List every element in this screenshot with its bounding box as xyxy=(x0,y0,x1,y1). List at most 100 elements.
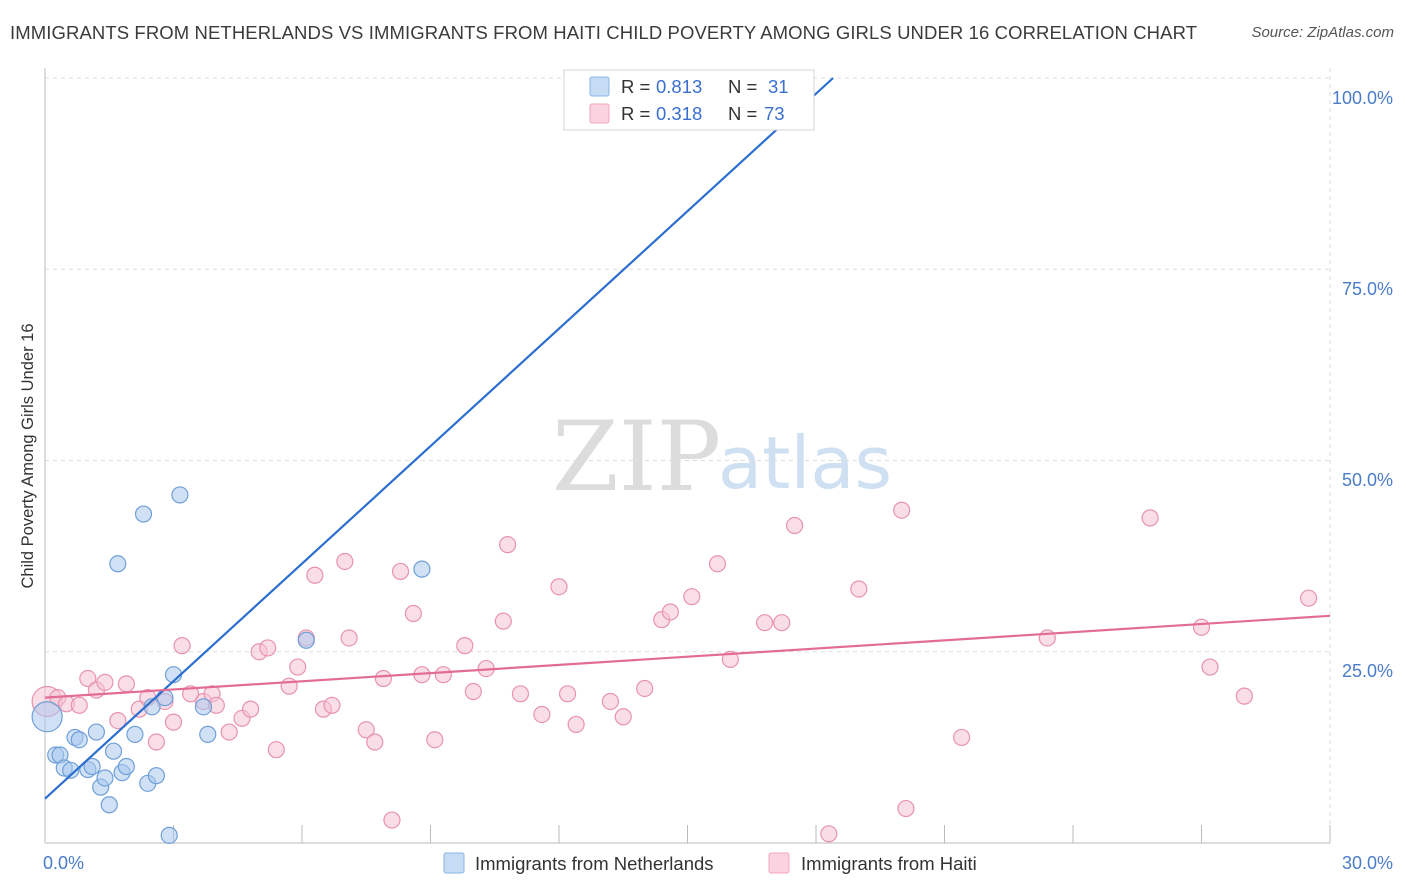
haiti-point xyxy=(683,588,701,606)
netherlands-point xyxy=(160,826,178,844)
bottom-legend-swatch-netherlands xyxy=(443,852,465,874)
haiti-point xyxy=(109,711,127,730)
y-tick-label-50: 50.0% xyxy=(1342,470,1393,490)
legend-n-value: 31 xyxy=(768,76,789,97)
series-haiti xyxy=(31,501,1318,843)
haiti-point xyxy=(96,673,114,691)
haiti-point xyxy=(636,679,654,698)
legend-n-value: 73 xyxy=(764,103,785,124)
haiti-point xyxy=(404,604,422,623)
netherlands-point xyxy=(134,505,153,523)
legend-r-label: R = xyxy=(621,103,650,124)
haiti-point xyxy=(164,713,183,731)
chart-title: IMMIGRANTS FROM NETHERLANDS VS IMMIGRANT… xyxy=(10,22,1198,43)
x-ticks xyxy=(44,825,1331,843)
correlation-legend: R = 0.813 N = 31 R = 0.318 N = 73 xyxy=(563,69,815,131)
haiti-point xyxy=(1141,509,1159,527)
bottom-legend-swatch-haiti xyxy=(768,852,790,874)
haiti-point xyxy=(357,721,375,739)
haiti-point xyxy=(259,639,277,657)
netherlands-point xyxy=(413,560,431,578)
legend-r-label: R = xyxy=(621,76,650,97)
haiti-point xyxy=(79,669,97,688)
netherlands-point xyxy=(171,486,189,504)
haiti-point xyxy=(897,799,915,818)
haiti-point xyxy=(280,677,298,695)
y-tick-label-100: 100.0% xyxy=(1332,88,1393,108)
netherlands-point xyxy=(194,698,213,716)
haiti-point xyxy=(323,696,341,714)
netherlands-point xyxy=(117,757,135,776)
haiti-point xyxy=(1235,687,1253,705)
haiti-point xyxy=(336,552,354,571)
haiti-point xyxy=(708,555,727,573)
netherlands-point xyxy=(100,796,118,814)
watermark-atlas: atlas xyxy=(718,421,892,505)
bottom-legend-label-netherlands[interactable]: Immigrants from Netherlands xyxy=(475,853,714,874)
source-label[interactable]: Source: ZipAtlas.com xyxy=(1251,24,1394,41)
netherlands-point xyxy=(31,701,63,733)
netherlands-point xyxy=(104,742,123,760)
netherlands-point xyxy=(70,731,88,749)
haiti-point xyxy=(550,578,568,596)
trend-line-netherlands xyxy=(44,77,834,800)
haiti-point xyxy=(533,705,551,724)
haiti-point xyxy=(567,715,585,734)
legend-n-label: N = xyxy=(728,103,757,124)
haiti-point xyxy=(456,637,474,655)
y-tick-label-25: 25.0% xyxy=(1342,661,1393,681)
haiti-point xyxy=(340,629,358,647)
haiti-point xyxy=(893,501,911,519)
haiti-point xyxy=(464,682,482,701)
legend-n-label: N = xyxy=(728,76,757,97)
netherlands-point xyxy=(96,769,114,787)
netherlands-point xyxy=(87,723,106,741)
haiti-point xyxy=(601,692,620,711)
netherlands-point xyxy=(199,725,217,743)
haiti-point xyxy=(820,825,838,843)
haiti-point xyxy=(1192,618,1211,636)
netherlands-point xyxy=(62,761,80,779)
series-legend: Immigrants from Netherlands Immigrants f… xyxy=(443,852,977,874)
y-tick-label-75: 75.0% xyxy=(1342,279,1393,299)
netherlands-point xyxy=(83,757,101,776)
haiti-point xyxy=(1201,658,1219,676)
haiti-point xyxy=(117,675,135,693)
trend-lines xyxy=(44,77,1331,800)
haiti-point xyxy=(661,603,679,621)
haiti-point xyxy=(306,566,324,584)
haiti-point xyxy=(289,658,307,676)
haiti-point xyxy=(242,700,260,718)
haiti-point xyxy=(953,728,971,747)
watermark-zip: ZIP xyxy=(552,401,721,513)
haiti-point xyxy=(494,612,512,630)
haiti-point xyxy=(374,669,392,688)
x-tick-label-min: 0.0% xyxy=(43,853,84,873)
legend-swatch-haiti xyxy=(589,103,610,124)
haiti-point xyxy=(391,562,410,581)
netherlands-point xyxy=(297,631,315,649)
trend-line-haiti xyxy=(44,614,1331,699)
legend-swatch-netherlands xyxy=(589,76,610,97)
netherlands-point xyxy=(147,767,165,785)
bottom-legend-label-haiti[interactable]: Immigrants from Haiti xyxy=(801,853,977,874)
haiti-point xyxy=(434,666,452,684)
haiti-point xyxy=(785,516,804,535)
legend-r-value: 0.318 xyxy=(656,103,702,124)
haiti-point xyxy=(721,650,739,669)
haiti-point xyxy=(173,637,191,655)
haiti-point xyxy=(773,614,791,632)
haiti-point xyxy=(850,580,868,598)
haiti-point xyxy=(366,733,384,751)
haiti-point xyxy=(267,741,285,759)
netherlands-point xyxy=(126,725,144,743)
haiti-point xyxy=(1299,589,1318,607)
haiti-point xyxy=(499,536,517,554)
haiti-point xyxy=(220,723,238,741)
haiti-point xyxy=(383,811,401,829)
haiti-point xyxy=(182,685,200,703)
x-tick-label-max: 30.0% xyxy=(1342,853,1393,873)
y-axis-title: Child Poverty Among Girls Under 16 xyxy=(19,323,37,588)
netherlands-point xyxy=(109,555,127,573)
